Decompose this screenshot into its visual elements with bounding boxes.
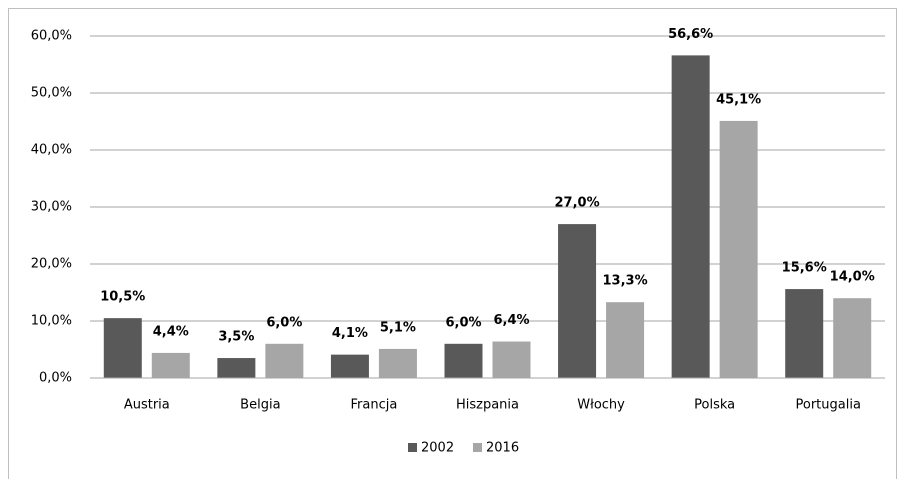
x-tick-label: Francja [351, 398, 398, 413]
bar [265, 343, 304, 378]
bar [378, 348, 417, 378]
bar [444, 343, 483, 378]
value-label: 13,3% [603, 274, 648, 289]
y-tick-label: 10,0% [31, 314, 72, 329]
value-label: 15,6% [782, 261, 827, 276]
value-label: 6,0% [266, 315, 302, 330]
value-label: 45,1% [716, 92, 761, 107]
x-tick-label: Belgia [240, 398, 280, 413]
y-tick-label: 60,0% [31, 29, 72, 44]
value-label: 27,0% [555, 196, 600, 211]
bar [558, 224, 597, 378]
bar [492, 341, 531, 378]
bar [719, 120, 758, 379]
y-tick-label: 20,0% [31, 257, 72, 272]
bar [151, 352, 190, 378]
value-label: 3,5% [218, 330, 254, 345]
value-label: 56,6% [668, 27, 713, 42]
value-label: 6,0% [445, 315, 481, 330]
bar [671, 55, 710, 378]
bar [606, 302, 645, 378]
legend-swatch [408, 443, 417, 452]
bar [103, 318, 142, 378]
value-label: 10,5% [100, 290, 145, 305]
legend-swatch [473, 443, 482, 452]
bar [785, 289, 824, 378]
legend-label: 2002 [421, 441, 454, 456]
value-label: 4,4% [153, 324, 189, 339]
value-label: 6,4% [493, 313, 529, 328]
legend-label: 2016 [486, 441, 519, 456]
x-tick-label: Polska [694, 398, 735, 413]
bar [217, 358, 256, 378]
x-tick-label: Portugalia [796, 398, 861, 413]
y-tick-label: 40,0% [31, 143, 72, 158]
x-tick-label: Włochy [577, 398, 625, 413]
value-label: 4,1% [332, 326, 368, 341]
x-tick-label: Hiszpania [456, 398, 519, 413]
bar [330, 354, 369, 378]
value-label: 14,0% [830, 270, 875, 285]
y-tick-label: 0,0% [39, 371, 72, 386]
bar [833, 298, 872, 378]
y-tick-label: 50,0% [31, 86, 72, 101]
y-tick-label: 30,0% [31, 200, 72, 215]
value-label: 5,1% [380, 320, 416, 335]
x-tick-label: Austria [124, 398, 170, 413]
